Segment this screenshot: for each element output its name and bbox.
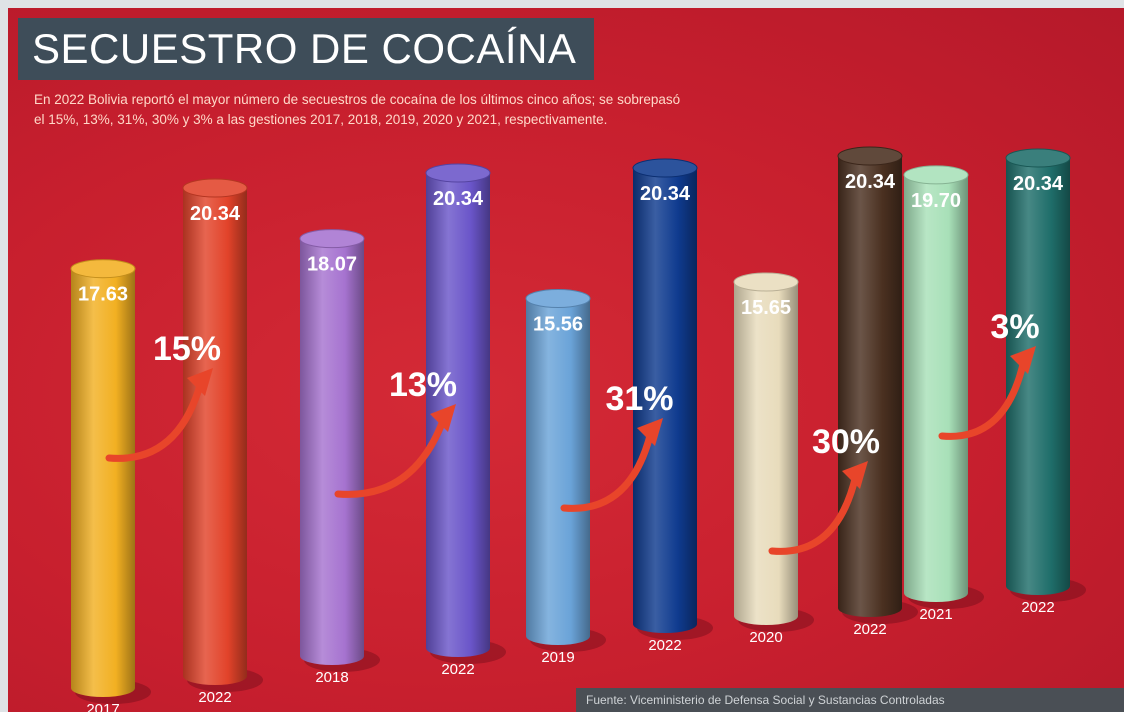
infographic: 17.63 2017 20.34 2022 15% 18.07 2018 20.34 2022 1… <box>8 8 1124 712</box>
value-label-2022: 20.34 <box>640 183 691 205</box>
growth-arrow-group-4 <box>768 461 868 555</box>
growth-arrow-group-3 <box>560 418 663 512</box>
bar-cap <box>425 163 491 183</box>
year-label-2022: 2022 <box>1021 599 1054 616</box>
bar-body <box>1006 158 1070 595</box>
year-label-2019: 2019 <box>541 649 574 666</box>
bar-2018-group-2 <box>299 229 380 672</box>
percent-label-group-5: 3% <box>990 308 1039 346</box>
year-label-2022: 2022 <box>198 689 231 706</box>
growth-arrow-group-2 <box>334 404 456 498</box>
year-label-2017: 2017 <box>86 701 119 712</box>
percent-label-group-4: 30% <box>812 423 880 461</box>
value-label-2022: 20.34 <box>190 203 241 225</box>
bar-2019-group-3 <box>525 289 606 652</box>
year-label-2022: 2022 <box>853 621 886 638</box>
bar-2022-group-3 <box>632 158 713 640</box>
value-label-2018: 18.07 <box>307 254 357 276</box>
growth-arrow-group-1 <box>105 368 213 462</box>
source-text: Fuente: Viceministerio de Defensa Social… <box>586 693 945 707</box>
value-label-2022: 20.34 <box>433 188 484 210</box>
year-label-2022: 2022 <box>441 661 474 678</box>
growth-arrow-group-5 <box>938 346 1036 440</box>
year-label-2022: 2022 <box>648 637 681 654</box>
year-label-2020: 2020 <box>749 629 782 646</box>
value-label-2017: 17.63 <box>78 284 128 306</box>
bar-2022-group-2 <box>425 163 506 664</box>
bar-body <box>183 188 247 685</box>
bar-2022-group-5 <box>1005 148 1086 602</box>
bar-2021-group-5 <box>903 165 984 609</box>
bar-cap <box>733 272 799 292</box>
bar-cap <box>70 259 136 279</box>
year-label-2018: 2018 <box>315 669 348 686</box>
bar-cap <box>632 158 698 178</box>
bar-cap <box>182 178 248 198</box>
title-box: SECUESTRO DE COCAÍNA <box>18 18 595 80</box>
value-label-2020: 15.65 <box>741 297 791 319</box>
value-label-2019: 15.56 <box>533 314 583 336</box>
bar-body <box>838 156 902 617</box>
percent-label-group-2: 13% <box>389 366 457 404</box>
arrows-layer <box>105 346 1036 555</box>
labels-layer: 17.63 2017 20.34 2022 15% 18.07 2018 20.34 2022 1… <box>78 171 1064 712</box>
bar-cap <box>525 289 591 309</box>
chart: 17.63 2017 20.34 2022 15% 18.07 2018 20.34 2022 1… <box>70 146 1086 712</box>
page-title: SECUESTRO DE COCAÍNA <box>32 25 577 72</box>
bar-2020-group-4 <box>733 272 814 632</box>
subtitle-line-1: En 2022 Bolivia reportó el mayor número … <box>34 92 681 107</box>
bar-cap <box>1005 148 1071 168</box>
bar-body <box>633 168 697 633</box>
subtitle: En 2022 Bolivia reportó el mayor número … <box>34 90 1024 130</box>
bar-body <box>734 281 798 625</box>
value-label-2021: 19.70 <box>911 190 961 212</box>
bar-cap <box>837 146 903 166</box>
value-label-2022: 20.34 <box>1013 173 1064 195</box>
bar-body <box>526 298 590 645</box>
bar-body <box>300 238 364 665</box>
bar-2022-group-4 <box>837 146 918 624</box>
bar-2017-group-1 <box>70 259 151 704</box>
bar-cap <box>299 229 365 249</box>
bar-cap <box>903 165 969 185</box>
percent-label-group-3: 31% <box>605 380 673 418</box>
bar-body <box>904 174 968 602</box>
source-box: Fuente: Viceministerio de Defensa Social… <box>576 688 1124 712</box>
value-label-2022: 20.34 <box>845 171 896 193</box>
percent-label-group-1: 15% <box>153 330 221 368</box>
subtitle-line-2: el 15%, 13%, 31%, 30% y 3% a las gestion… <box>34 112 608 127</box>
bar-body <box>71 268 135 697</box>
bars-layer <box>70 146 1086 704</box>
bar-2022-group-1 <box>182 178 263 692</box>
bar-body <box>426 173 490 657</box>
year-label-2021: 2021 <box>919 606 952 623</box>
